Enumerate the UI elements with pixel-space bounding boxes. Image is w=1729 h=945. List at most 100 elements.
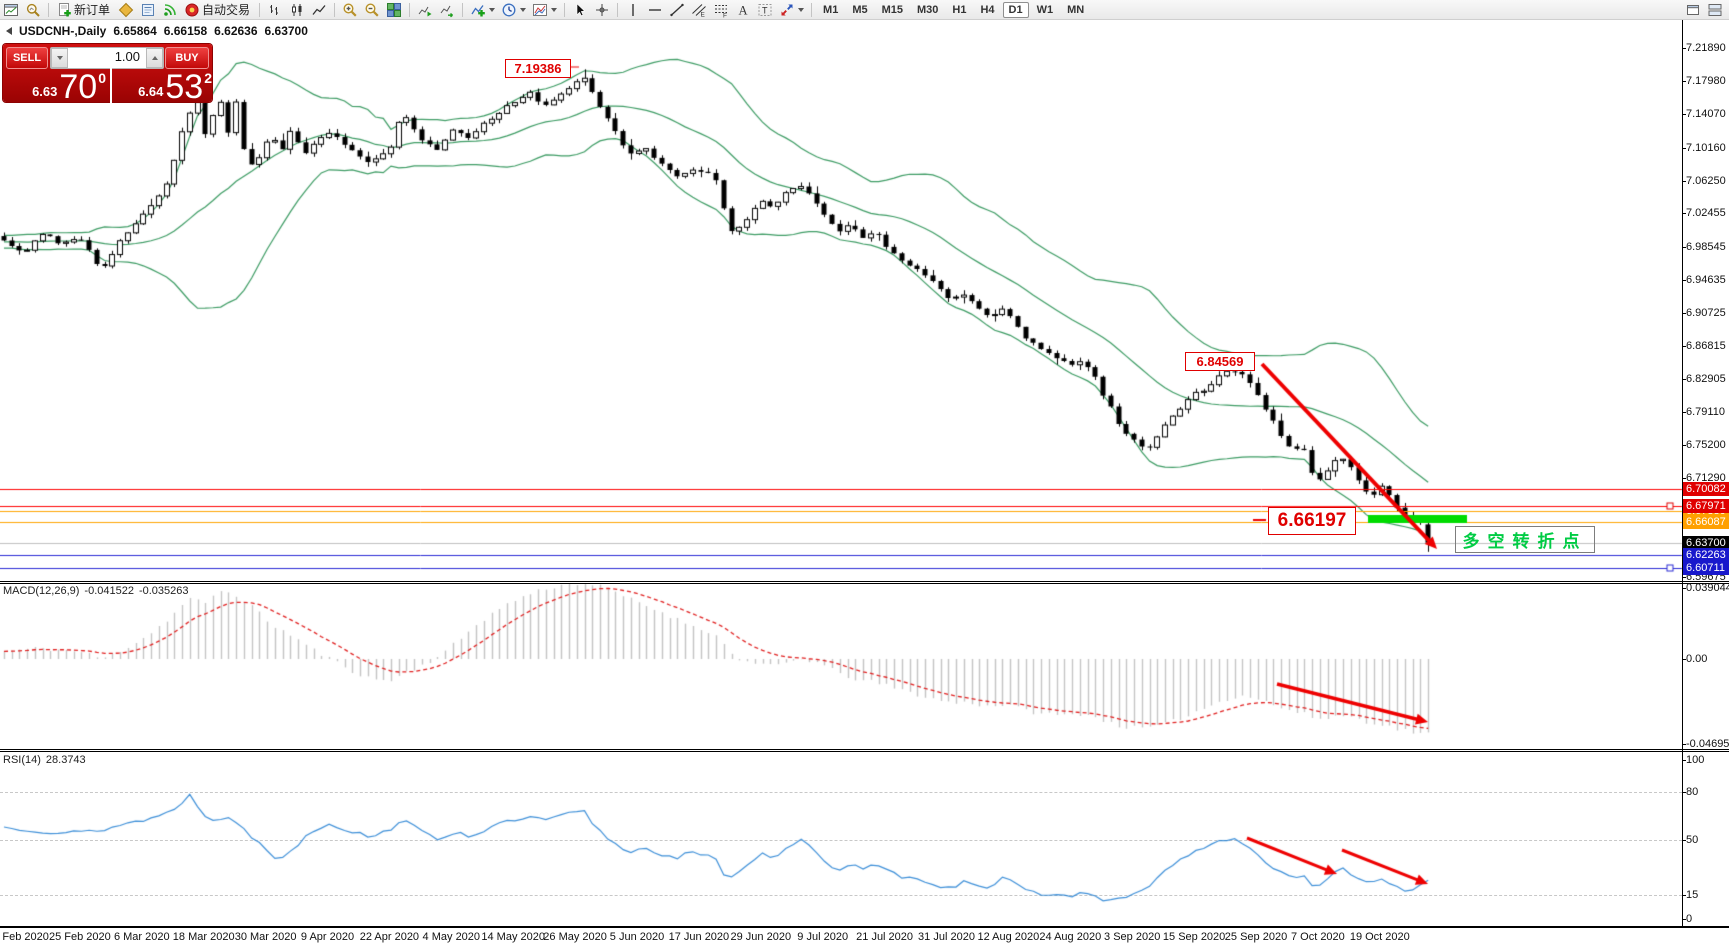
timeframe-m15[interactable]: M15 (881, 3, 903, 16)
candlestick-chart-button[interactable] (287, 1, 307, 18)
buy-price-big: 53 (165, 68, 204, 106)
new-window-button[interactable] (1683, 1, 1703, 18)
new-order-button[interactable]: 新订单 (54, 1, 114, 18)
chart-window-button[interactable] (1, 1, 21, 18)
signals-icon (162, 2, 178, 18)
text-button[interactable]: A (733, 1, 753, 18)
volume-decrease-button[interactable] (51, 48, 68, 68)
svg-text:A: A (739, 3, 748, 17)
trendline-button[interactable] (667, 1, 687, 18)
crosshair-button[interactable] (592, 1, 612, 18)
autotrade-button[interactable]: 自动交易 (182, 1, 254, 18)
date-axis-label: 25 Feb 2020 (49, 931, 111, 943)
toolbar-separator (462, 2, 464, 17)
buy-price-button[interactable]: 6.64 53 2 (108, 68, 218, 104)
price-badge-6.66087: 6.66087 (1683, 515, 1729, 529)
rsi-axis-label: 15 (1686, 889, 1699, 902)
indicators-button[interactable] (468, 1, 497, 18)
rsi-axis-label: 50 (1686, 833, 1699, 846)
vertical-line-button[interactable] (623, 1, 643, 18)
trendline-icon (669, 2, 685, 18)
high-price-label[interactable]: 7.19386 (505, 59, 571, 78)
fibonacci-button[interactable]: F (711, 1, 731, 18)
support-price-label[interactable]: 6.66197 (1268, 507, 1356, 535)
price-axis-border (1682, 19, 1683, 927)
toolbar-separator (259, 2, 261, 17)
turning-point-note[interactable]: 多空转折点 (1455, 526, 1595, 553)
text-label-icon: T (757, 2, 773, 18)
date-axis-label: 18 Mar 2020 (172, 931, 235, 943)
date-axis-label: 30 Mar 2020 (234, 931, 297, 943)
macd-signal-value: -0.035263 (138, 585, 189, 597)
sell-button[interactable]: SELL (6, 47, 48, 69)
price-axis-label: 6.90725 (1686, 306, 1726, 319)
rsi-title: RSI(14) (3, 754, 41, 766)
volume-increase-button[interactable] (146, 48, 163, 68)
sell-price-button[interactable]: 6.63 70 0 (3, 68, 112, 104)
candlestick-chart-icon (289, 2, 305, 18)
zoom-in-button[interactable] (340, 1, 360, 18)
data-preview-button[interactable] (23, 1, 43, 18)
horizontal-line-button[interactable] (645, 1, 665, 18)
equidistant-channel-button[interactable]: E (689, 1, 709, 18)
timeframe-m30[interactable]: M30 (917, 3, 939, 16)
profile-button[interactable] (138, 1, 158, 18)
new-order-label: 新订单 (74, 3, 111, 17)
text-icon: A (735, 2, 751, 18)
timeframe-w1[interactable]: W1 (1036, 3, 1054, 16)
volume-value[interactable]: 1.00 (114, 49, 140, 64)
autotrade-icon (184, 2, 200, 18)
ohlc-low: 6.62636 (214, 24, 258, 38)
price-badge-6.62263: 6.62263 (1683, 548, 1729, 562)
timeframe-m1[interactable]: M1 (823, 3, 839, 16)
line-chart-button[interactable] (309, 1, 329, 18)
toolbar-separator (617, 2, 619, 17)
toolbar: 新订单 自动交易 E F A T M1 M5 M15 M30 H1 H4 D1 W1 MN (0, 0, 1729, 20)
axis-tick (1682, 114, 1686, 115)
timeframe-d1[interactable]: D1 (1002, 1, 1029, 18)
indicators-icon (470, 2, 486, 18)
date-axis-label: 7 Oct 2020 (1290, 931, 1345, 943)
window-list-button[interactable] (1705, 1, 1725, 18)
swing-price-label[interactable]: 6.84569 (1185, 352, 1255, 371)
zoom-out-button[interactable] (362, 1, 382, 18)
axis-tick (1682, 280, 1686, 281)
chart-shift-button[interactable] (415, 1, 435, 18)
date-axis-label: 24 Aug 2020 (1039, 931, 1102, 943)
axis-tick (1682, 313, 1686, 314)
sell-price-big: 70 (59, 68, 98, 106)
bar-chart-icon (267, 2, 283, 18)
tile-windows-icon (386, 2, 402, 18)
axis-tick (1682, 346, 1686, 347)
price-axis-label: 6.71290 (1686, 472, 1726, 485)
timeframe-mn[interactable]: MN (1067, 3, 1085, 16)
signals-button[interactable] (160, 1, 180, 18)
zoom-in-icon (342, 2, 358, 18)
one-click-trading-panel: SELL 1.00 BUY 6.63 70 0 6.64 53 2 (3, 44, 212, 104)
auto-scroll-button[interactable] (437, 1, 457, 18)
date-axis-label: 14 May 2020 (481, 931, 545, 943)
date-axis-label: 21 Jul 2020 (856, 931, 914, 943)
data-preview-icon (25, 2, 41, 18)
timeframe-h1[interactable]: H1 (952, 3, 967, 16)
macd-value: -0.041522 (84, 585, 134, 597)
tile-windows-button[interactable] (384, 1, 404, 18)
price-axis-label: 7.10160 (1686, 141, 1726, 154)
price-axis-label: 6.94635 (1686, 273, 1726, 286)
arrows-button[interactable] (777, 1, 806, 18)
window-buttons (1682, 1, 1726, 18)
buy-button[interactable]: BUY (165, 47, 209, 69)
periods-button[interactable] (499, 1, 528, 18)
zoom-out-icon (364, 2, 380, 18)
bar-chart-button[interactable] (265, 1, 285, 18)
cursor-button[interactable] (570, 1, 590, 18)
timeframe-m5[interactable]: M5 (852, 3, 868, 16)
templates-button[interactable] (530, 1, 559, 18)
market-button[interactable] (116, 1, 136, 18)
date-axis-label: 6 Mar 2020 (113, 931, 170, 943)
macd-separator-top[interactable] (0, 581, 1729, 582)
rsi-separator-top[interactable] (0, 749, 1729, 750)
text-label-button[interactable]: T (755, 1, 775, 18)
timeframe-h4[interactable]: H4 (980, 3, 995, 16)
